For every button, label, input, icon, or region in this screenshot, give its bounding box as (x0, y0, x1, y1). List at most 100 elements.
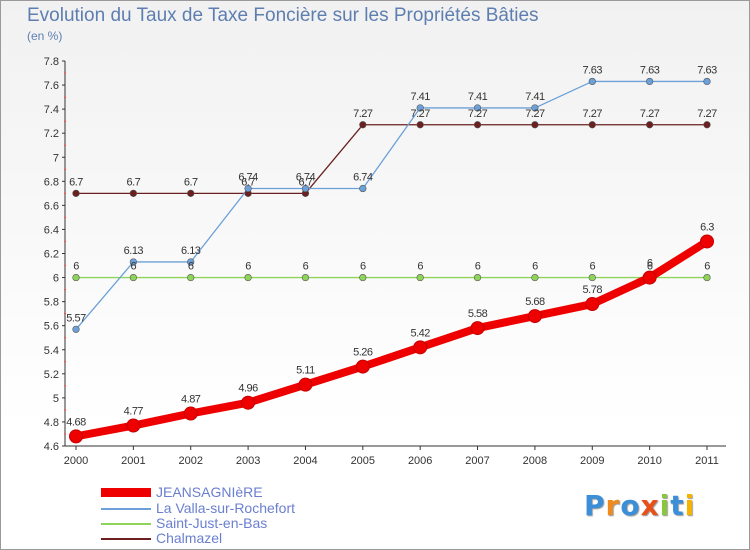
data-label-chalmazel: 7.27 (583, 108, 603, 120)
x-tick-label: 2000 (64, 455, 88, 467)
y-minor-tick (64, 433, 66, 435)
chart-subtitle: (en %) (27, 29, 63, 43)
logo-letter: t (670, 489, 685, 522)
data-point-chalmazel (473, 121, 482, 129)
data-point-chalmazel (646, 121, 654, 129)
data-point-la-valla-sur-rochefort (416, 104, 424, 112)
data-label-chalmazel: 7.27 (640, 108, 660, 120)
data-point-jeansagni-re (183, 406, 198, 421)
data-label-chalmazel: 6.7 (184, 176, 198, 188)
y-tick-label: 7 (53, 152, 59, 164)
data-label-jeansagni-re: 5.58 (468, 308, 488, 320)
x-tick-label: 2004 (293, 455, 317, 467)
y-tick-label: 5.2 (44, 369, 59, 381)
x-tick-label: 2006 (408, 455, 432, 467)
data-point-saint-just-en-bas (244, 273, 252, 282)
data-label-chalmazel: 7.27 (353, 108, 373, 120)
data-point-la-valla-sur-rochefort (588, 77, 596, 86)
data-point-jeansagni-re (241, 395, 256, 410)
x-tick-label: 2007 (465, 455, 489, 467)
series-lines (72, 80, 711, 441)
series-line-la-valla-sur-rochefort (75, 80, 708, 330)
data-label-la-valla-sur-rochefort: 6.13 (124, 245, 144, 257)
data-point-la-valla-sur-rochefort (187, 258, 195, 266)
y-minor-tick (64, 96, 66, 98)
data-point-chalmazel (703, 121, 711, 129)
data-label-saint-just-en-bas: 6 (188, 261, 194, 273)
data-label-chalmazel: 6.7 (69, 176, 83, 188)
data-label-chalmazel: 7.27 (410, 108, 430, 120)
y-tick-label: 6.4 (44, 224, 59, 236)
legend-label: Saint-Just-en-Bas (156, 515, 268, 531)
data-point-jeansagni-re (298, 377, 313, 392)
data-label-jeansagni-re: 5.78 (583, 284, 603, 296)
data-point-la-valla-sur-rochefort (72, 325, 80, 333)
proxiti-logo: Proxiti (584, 489, 695, 522)
data-label-saint-just-en-bas: 6 (73, 261, 79, 273)
data-point-la-valla-sur-rochefort (531, 104, 539, 112)
legend-label: JEANSAGNIèRE (156, 484, 263, 500)
data-label-jeansagni-re: 5.42 (410, 327, 430, 339)
logo-letter: r (605, 489, 621, 522)
data-point-la-valla-sur-rochefort (359, 184, 367, 193)
y-tick-label: 6 (53, 273, 59, 285)
legend-swatch (101, 488, 151, 497)
data-label-saint-just-en-bas: 6 (303, 261, 309, 273)
data-point-saint-just-en-bas (531, 273, 539, 282)
data-label-jeansagni-re: 6.3 (700, 221, 714, 233)
data-point-chalmazel (588, 121, 596, 129)
y-tick-label: 4.8 (44, 417, 59, 429)
logo-letter: P (584, 489, 606, 522)
y-minor-tick (64, 168, 66, 171)
data-point-saint-just-en-bas (129, 273, 137, 282)
data-point-saint-just-en-bas (359, 273, 367, 282)
data-label-chalmazel: 7.27 (468, 108, 488, 120)
logo-letter: o (620, 489, 641, 522)
data-label-jeansagni-re: 4.96 (238, 383, 258, 395)
logo-letter: x (640, 489, 660, 522)
data-label-saint-just-en-bas: 6 (532, 261, 538, 273)
x-tick-label: 2011 (695, 455, 719, 467)
data-label-saint-just-en-bas: 6 (647, 261, 653, 273)
data-point-chalmazel (72, 189, 80, 197)
data-label-saint-just-en-bas: 6 (360, 261, 366, 273)
y-tick-label: 7.4 (44, 104, 59, 116)
chart-title: Evolution du Taux de Taxe Foncière sur l… (27, 5, 539, 26)
data-point-chalmazel (129, 189, 137, 197)
data-point-la-valla-sur-rochefort (473, 104, 482, 112)
y-tick-label: 5 (53, 393, 59, 405)
data-label-la-valla-sur-rochefort: 6.74 (296, 172, 316, 184)
data-point-chalmazel (531, 121, 539, 129)
legend-label: La Valla-sur-Rochefort (156, 500, 296, 516)
y-minor-tick (64, 72, 66, 74)
data-point-la-valla-sur-rochefort (129, 258, 137, 266)
y-minor-tick (64, 409, 66, 411)
x-tick-label: 2001 (121, 455, 145, 467)
data-label-chalmazel: 6.7 (299, 176, 313, 188)
data-point-chalmazel (359, 121, 367, 129)
legend-swatch (101, 508, 151, 510)
legend-swatch (101, 538, 151, 540)
logo-letter: i (659, 489, 671, 522)
x-tick-label: 2010 (637, 455, 661, 467)
data-label-la-valla-sur-rochefort: 7.63 (640, 64, 660, 76)
data-point-jeansagni-re (527, 309, 542, 324)
y-minor-tick (64, 192, 66, 195)
x-tick-label: 2003 (236, 455, 260, 467)
data-point-saint-just-en-bas (473, 273, 482, 282)
logo-letter: i (684, 489, 696, 522)
data-label-chalmazel: 6.7 (126, 176, 140, 188)
data-point-la-valla-sur-rochefort (703, 77, 711, 86)
y-tick-label: 5.6 (44, 321, 59, 333)
y-minor-tick (64, 120, 66, 123)
y-minor-tick (64, 240, 66, 243)
data-point-chalmazel (187, 189, 195, 197)
data-point-chalmazel (416, 121, 424, 129)
data-point-jeansagni-re (470, 321, 485, 336)
series-line-chalmazel (75, 124, 708, 194)
data-label-la-valla-sur-rochefort: 7.41 (410, 91, 430, 103)
data-point-jeansagni-re (585, 297, 600, 312)
data-point-la-valla-sur-rochefort (244, 184, 252, 193)
legend-swatch (101, 523, 151, 525)
